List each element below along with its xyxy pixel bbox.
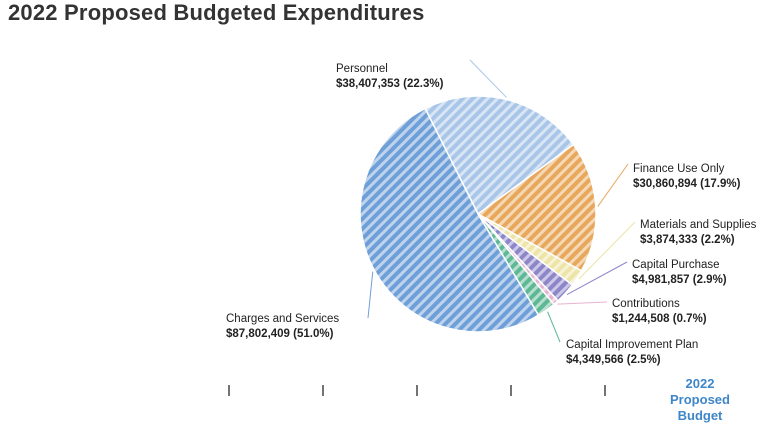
leader-line xyxy=(597,163,629,207)
leader-line xyxy=(469,59,507,98)
slice-label-value: $4,981,857 (2.9%) xyxy=(632,274,727,286)
timeline-label-line: Proposed xyxy=(670,392,730,407)
slice-label-name: Contributions xyxy=(612,298,680,310)
leader-line xyxy=(578,221,636,280)
slice-label-value: $38,407,353 (22.3%) xyxy=(336,78,444,90)
leader-line xyxy=(557,301,608,305)
timeline-label-line: 2022 xyxy=(685,376,715,391)
slice-label-value: $1,244,508 (0.7%) xyxy=(612,313,707,325)
slice-label-value: $87,802,409 (51.0%) xyxy=(226,328,334,340)
pie-slice[interactable] xyxy=(476,143,597,272)
pie-slice[interactable] xyxy=(424,95,575,216)
slice-label-name: Charges and Services xyxy=(226,313,339,325)
slice-label-name: Finance Use Only xyxy=(633,163,725,175)
pie-slices xyxy=(359,95,597,333)
leader-line xyxy=(367,271,374,319)
timeline-current-label[interactable]: 2022 Proposed Budget xyxy=(652,376,748,424)
timeline-label-line: Budget xyxy=(677,408,723,423)
slice-label-name: Personnel xyxy=(336,63,388,75)
leader-lines xyxy=(367,59,636,343)
slice-label-name: Capital Purchase xyxy=(632,259,720,271)
slice-label-name: Capital Improvement Plan xyxy=(566,339,698,351)
leader-line xyxy=(547,311,561,343)
slice-labels: Personnel $38,407,353 (22.3%) Finance Use … xyxy=(226,63,757,366)
slice-label-value: $4,349,566 (2.5%) xyxy=(566,354,661,366)
timeline-ticks xyxy=(228,385,606,396)
slice-label-value: $30,860,894 (17.9%) xyxy=(633,178,741,190)
slice-label-name: Materials and Supplies xyxy=(640,219,757,231)
leader-line xyxy=(566,261,628,295)
pie-slice[interactable] xyxy=(359,107,540,333)
chart-title: 2022 Proposed Budgeted Expenditures xyxy=(8,0,425,25)
slice-label-value: $3,874,333 (2.2%) xyxy=(640,234,735,246)
